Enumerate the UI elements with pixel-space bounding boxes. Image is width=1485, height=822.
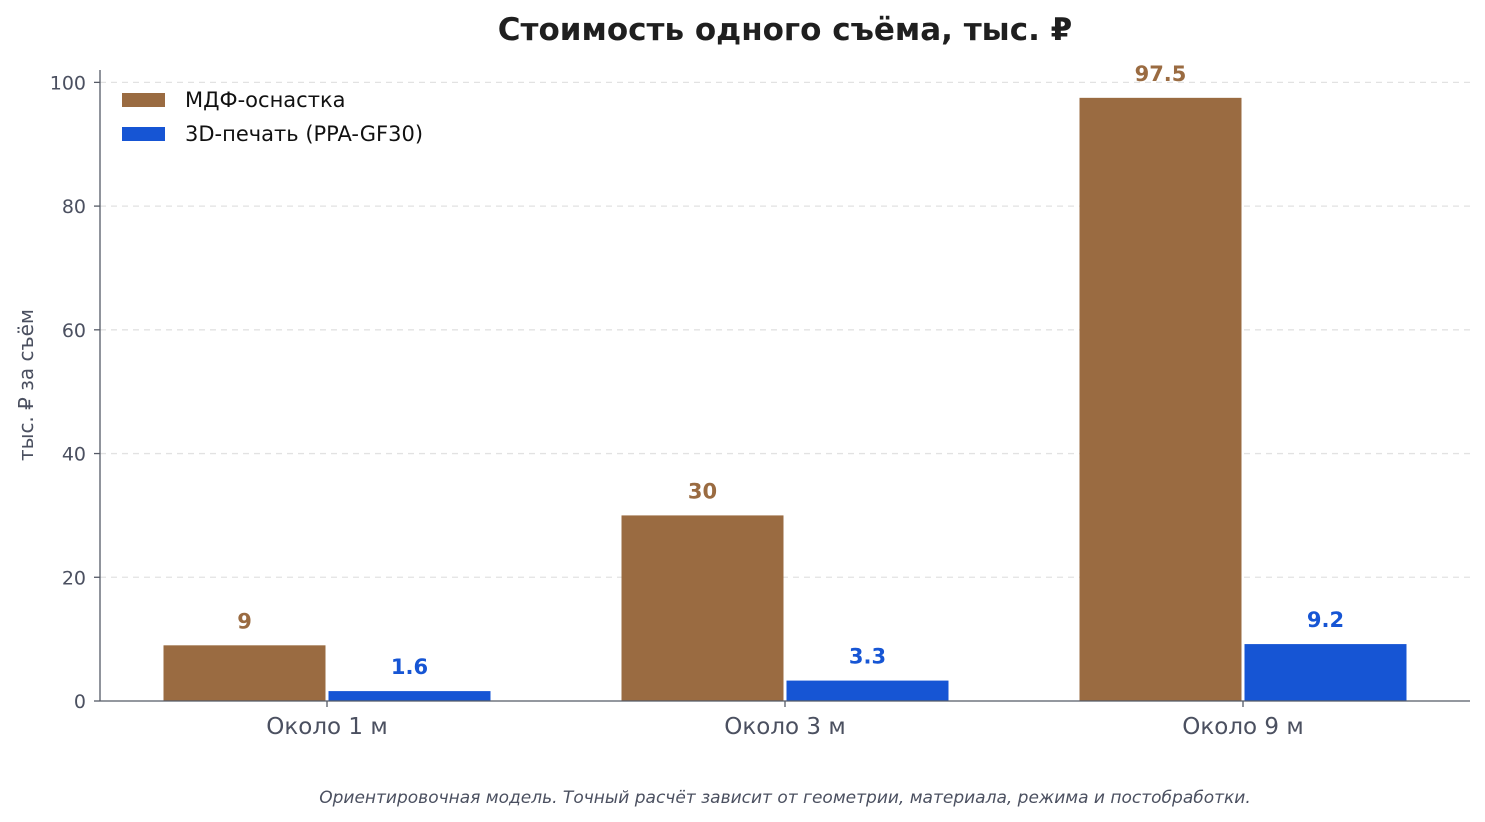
x-tick-label: Около 9 м (1182, 714, 1303, 740)
y-tick-label: 0 (74, 691, 86, 713)
bar-mdf-3 (1079, 97, 1242, 701)
x-tick-labels: Около 1 м Около 3 м Около 9 м (266, 701, 1304, 740)
bar-3d-print-3 (1244, 644, 1407, 701)
x-tick-label: Около 3 м (724, 714, 845, 740)
bars (163, 97, 1407, 701)
value-labels: 9 1.6 30 3.3 97.5 9.2 (237, 62, 1344, 679)
y-tick-labels: 0 20 40 60 80 100 (50, 72, 100, 713)
y-tick-label: 80 (62, 196, 86, 218)
axes (99, 70, 1470, 702)
bar-mdf-2 (621, 515, 784, 701)
legend-swatch (122, 93, 165, 107)
y-tick-label: 20 (62, 567, 86, 589)
bar-3d-print-2 (786, 680, 949, 701)
y-tick-label: 40 (62, 444, 86, 466)
legend: МДФ-оснастка 3D-печать (PPA-GF30) (122, 88, 423, 146)
y-axis-label: тыс. ₽ за съём (14, 309, 38, 461)
data-label: 1.6 (391, 655, 428, 679)
grid (100, 81, 1470, 578)
legend-swatch (122, 127, 165, 141)
data-label: 97.5 (1135, 62, 1187, 86)
x-tick-label: Около 1 м (266, 714, 387, 740)
legend-label: МДФ-оснастка (185, 88, 346, 112)
bar-3d-print-1 (328, 691, 491, 701)
chart-title: Стоимость одного съёма, тыс. ₽ (498, 12, 1072, 48)
y-tick-label: 60 (62, 320, 86, 342)
y-tick-label: 100 (50, 72, 86, 94)
bar-mdf-1 (163, 645, 326, 701)
data-label: 9.2 (1307, 608, 1344, 632)
legend-label: 3D-печать (PPA-GF30) (185, 122, 423, 146)
data-label: 9 (237, 609, 252, 633)
footnote: Ориентировочная модель. Точный расчёт за… (319, 788, 1251, 808)
data-label: 30 (688, 479, 717, 503)
data-label: 3.3 (849, 645, 886, 669)
